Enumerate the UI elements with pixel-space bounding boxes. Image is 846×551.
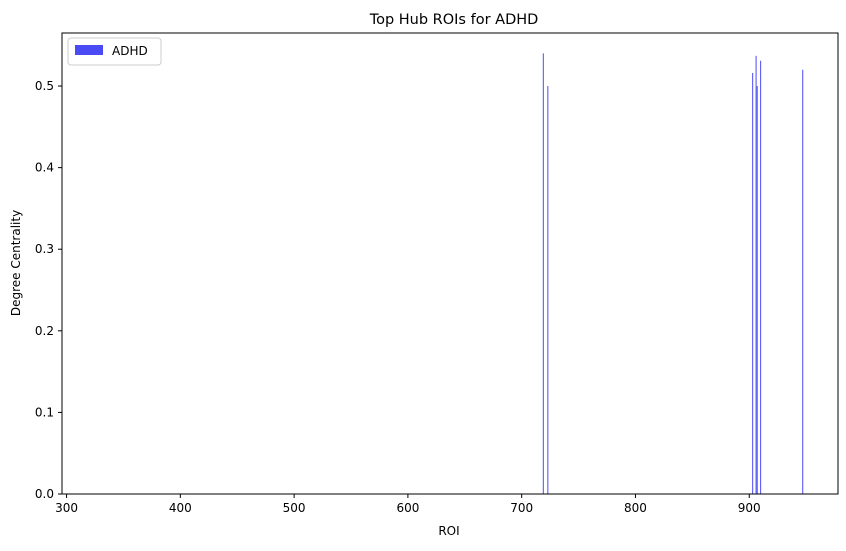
bar-roi-910 [760, 60, 762, 495]
y-tick-label: 0.1 [35, 405, 54, 419]
legend-label: ADHD [112, 44, 148, 58]
legend: ADHD [67, 37, 162, 66]
chart-title: Top Hub ROIs for ADHD [369, 12, 539, 28]
x-tick-label: 800 [624, 501, 647, 515]
y-tick-label: 0.2 [35, 324, 54, 338]
bar-roi-947 [802, 69, 804, 494]
x-tick-label: 900 [738, 501, 761, 515]
legend-box [67, 37, 162, 66]
y-axis-ticks: 0.0 0.1 0.2 0.3 0.4 0.5 [35, 79, 62, 501]
bar-roi-719 [542, 53, 544, 495]
bar-roi-906 [755, 55, 757, 494]
bar-roi-723 [547, 86, 549, 494]
bar-roi-903 [752, 72, 754, 494]
plot-frame [61, 32, 839, 495]
x-tick-label: 300 [55, 501, 78, 515]
bar-roi-907 [756, 86, 758, 494]
y-tick-label: 0.0 [35, 487, 54, 501]
y-axis-label: Degree Centrality [9, 210, 23, 316]
x-tick-label: 700 [510, 501, 533, 515]
y-tick-label: 0.3 [35, 242, 54, 256]
bars-layer [542, 53, 804, 495]
x-tick-label: 500 [283, 501, 306, 515]
y-tick-label: 0.4 [35, 161, 54, 175]
x-tick-label: 600 [396, 501, 419, 515]
x-tick-label: 400 [169, 501, 192, 515]
x-axis-ticks: 300 400 500 600 700 800 900 [55, 494, 761, 515]
x-axis-label: ROI [438, 524, 459, 538]
legend-swatch [75, 45, 103, 55]
y-tick-label: 0.5 [35, 79, 54, 93]
